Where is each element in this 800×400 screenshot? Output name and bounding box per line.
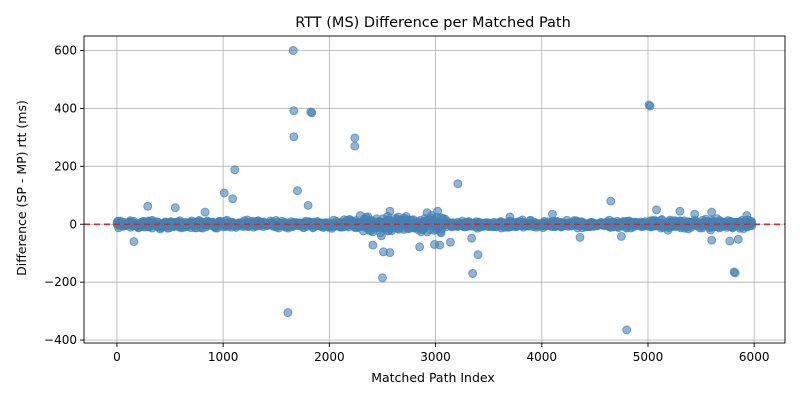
data-point xyxy=(468,269,478,278)
data-point xyxy=(575,232,585,242)
data-point xyxy=(200,207,210,217)
data-point xyxy=(228,194,238,204)
x-tick-label: 6000 xyxy=(739,350,770,364)
data-point xyxy=(505,212,515,222)
data-point xyxy=(675,206,685,216)
data-point xyxy=(730,268,740,278)
x-tick: 4000 xyxy=(527,343,558,364)
data-point xyxy=(742,211,752,221)
data-point xyxy=(616,231,626,241)
data-point xyxy=(747,221,757,231)
y-tick: 0 xyxy=(69,217,84,231)
y-tick-label: 200 xyxy=(54,159,77,173)
y-axis-label: Difference (SP - MP) rtt (ms) xyxy=(14,100,29,276)
chart-title: RTT (MS) Difference per Matched Path xyxy=(295,15,571,31)
x-tick: 2000 xyxy=(314,343,345,364)
x-tick: 5000 xyxy=(633,343,664,364)
data-point xyxy=(129,237,139,247)
x-tick: 6000 xyxy=(739,343,770,364)
data-point xyxy=(355,211,365,221)
data-point xyxy=(622,325,632,335)
y-tick-label: −400 xyxy=(44,333,77,347)
data-point xyxy=(422,208,432,218)
data-points xyxy=(112,46,757,335)
data-point xyxy=(170,203,180,213)
data-point xyxy=(467,233,477,243)
data-point xyxy=(385,248,395,258)
data-point xyxy=(289,106,299,116)
y-tick-label: 0 xyxy=(69,217,77,231)
data-point xyxy=(690,209,700,219)
data-point xyxy=(733,234,743,244)
data-point xyxy=(289,132,299,142)
data-point xyxy=(430,240,439,249)
data-point xyxy=(378,273,387,283)
x-tick-label: 5000 xyxy=(633,350,664,364)
y-tick-label: 600 xyxy=(54,43,77,57)
y-tick-label: 400 xyxy=(54,101,77,115)
x-tick-label: 3000 xyxy=(420,350,451,364)
data-point xyxy=(645,101,655,111)
y-tick: 400 xyxy=(54,101,84,115)
data-point xyxy=(473,250,483,260)
y-tick: −200 xyxy=(44,275,84,289)
data-point xyxy=(288,46,298,55)
data-point xyxy=(445,237,455,247)
x-tick-label: 2000 xyxy=(314,350,345,364)
data-point xyxy=(707,235,717,245)
x-tick: 3000 xyxy=(420,343,451,364)
y-tick: 200 xyxy=(54,159,84,173)
y-tick: −400 xyxy=(44,333,84,347)
data-point xyxy=(293,186,302,196)
data-point xyxy=(707,207,717,217)
data-point xyxy=(415,242,425,252)
x-tick-label: 0 xyxy=(113,350,121,364)
data-point xyxy=(219,188,229,198)
data-point xyxy=(303,200,313,210)
data-point xyxy=(283,308,293,318)
y-axis-ticks: −400 −200 0 200 400 600 xyxy=(44,43,84,347)
data-point xyxy=(547,209,557,219)
data-point xyxy=(350,133,360,143)
x-tick: 0 xyxy=(113,343,121,364)
data-point xyxy=(143,201,153,211)
grid-lines xyxy=(84,36,785,343)
x-tick-label: 4000 xyxy=(527,350,558,364)
plot-frame xyxy=(83,35,786,344)
data-point xyxy=(376,231,386,241)
data-point xyxy=(230,165,240,175)
y-tick-label: −200 xyxy=(44,275,77,289)
data-point xyxy=(433,206,443,216)
data-point xyxy=(606,196,616,206)
x-axis-ticks: 0 1000 2000 3000 4000 5000 6000 xyxy=(113,343,769,364)
x-axis-label: Matched Path Index xyxy=(371,370,495,385)
x-tick: 1000 xyxy=(208,343,239,364)
data-point xyxy=(725,236,735,246)
data-point xyxy=(368,240,378,250)
data-point xyxy=(307,108,317,118)
y-tick: 600 xyxy=(54,43,84,57)
data-point xyxy=(385,206,395,216)
x-tick-label: 1000 xyxy=(208,350,239,364)
data-point xyxy=(453,179,463,189)
data-point xyxy=(652,205,661,215)
data-point xyxy=(350,141,360,151)
